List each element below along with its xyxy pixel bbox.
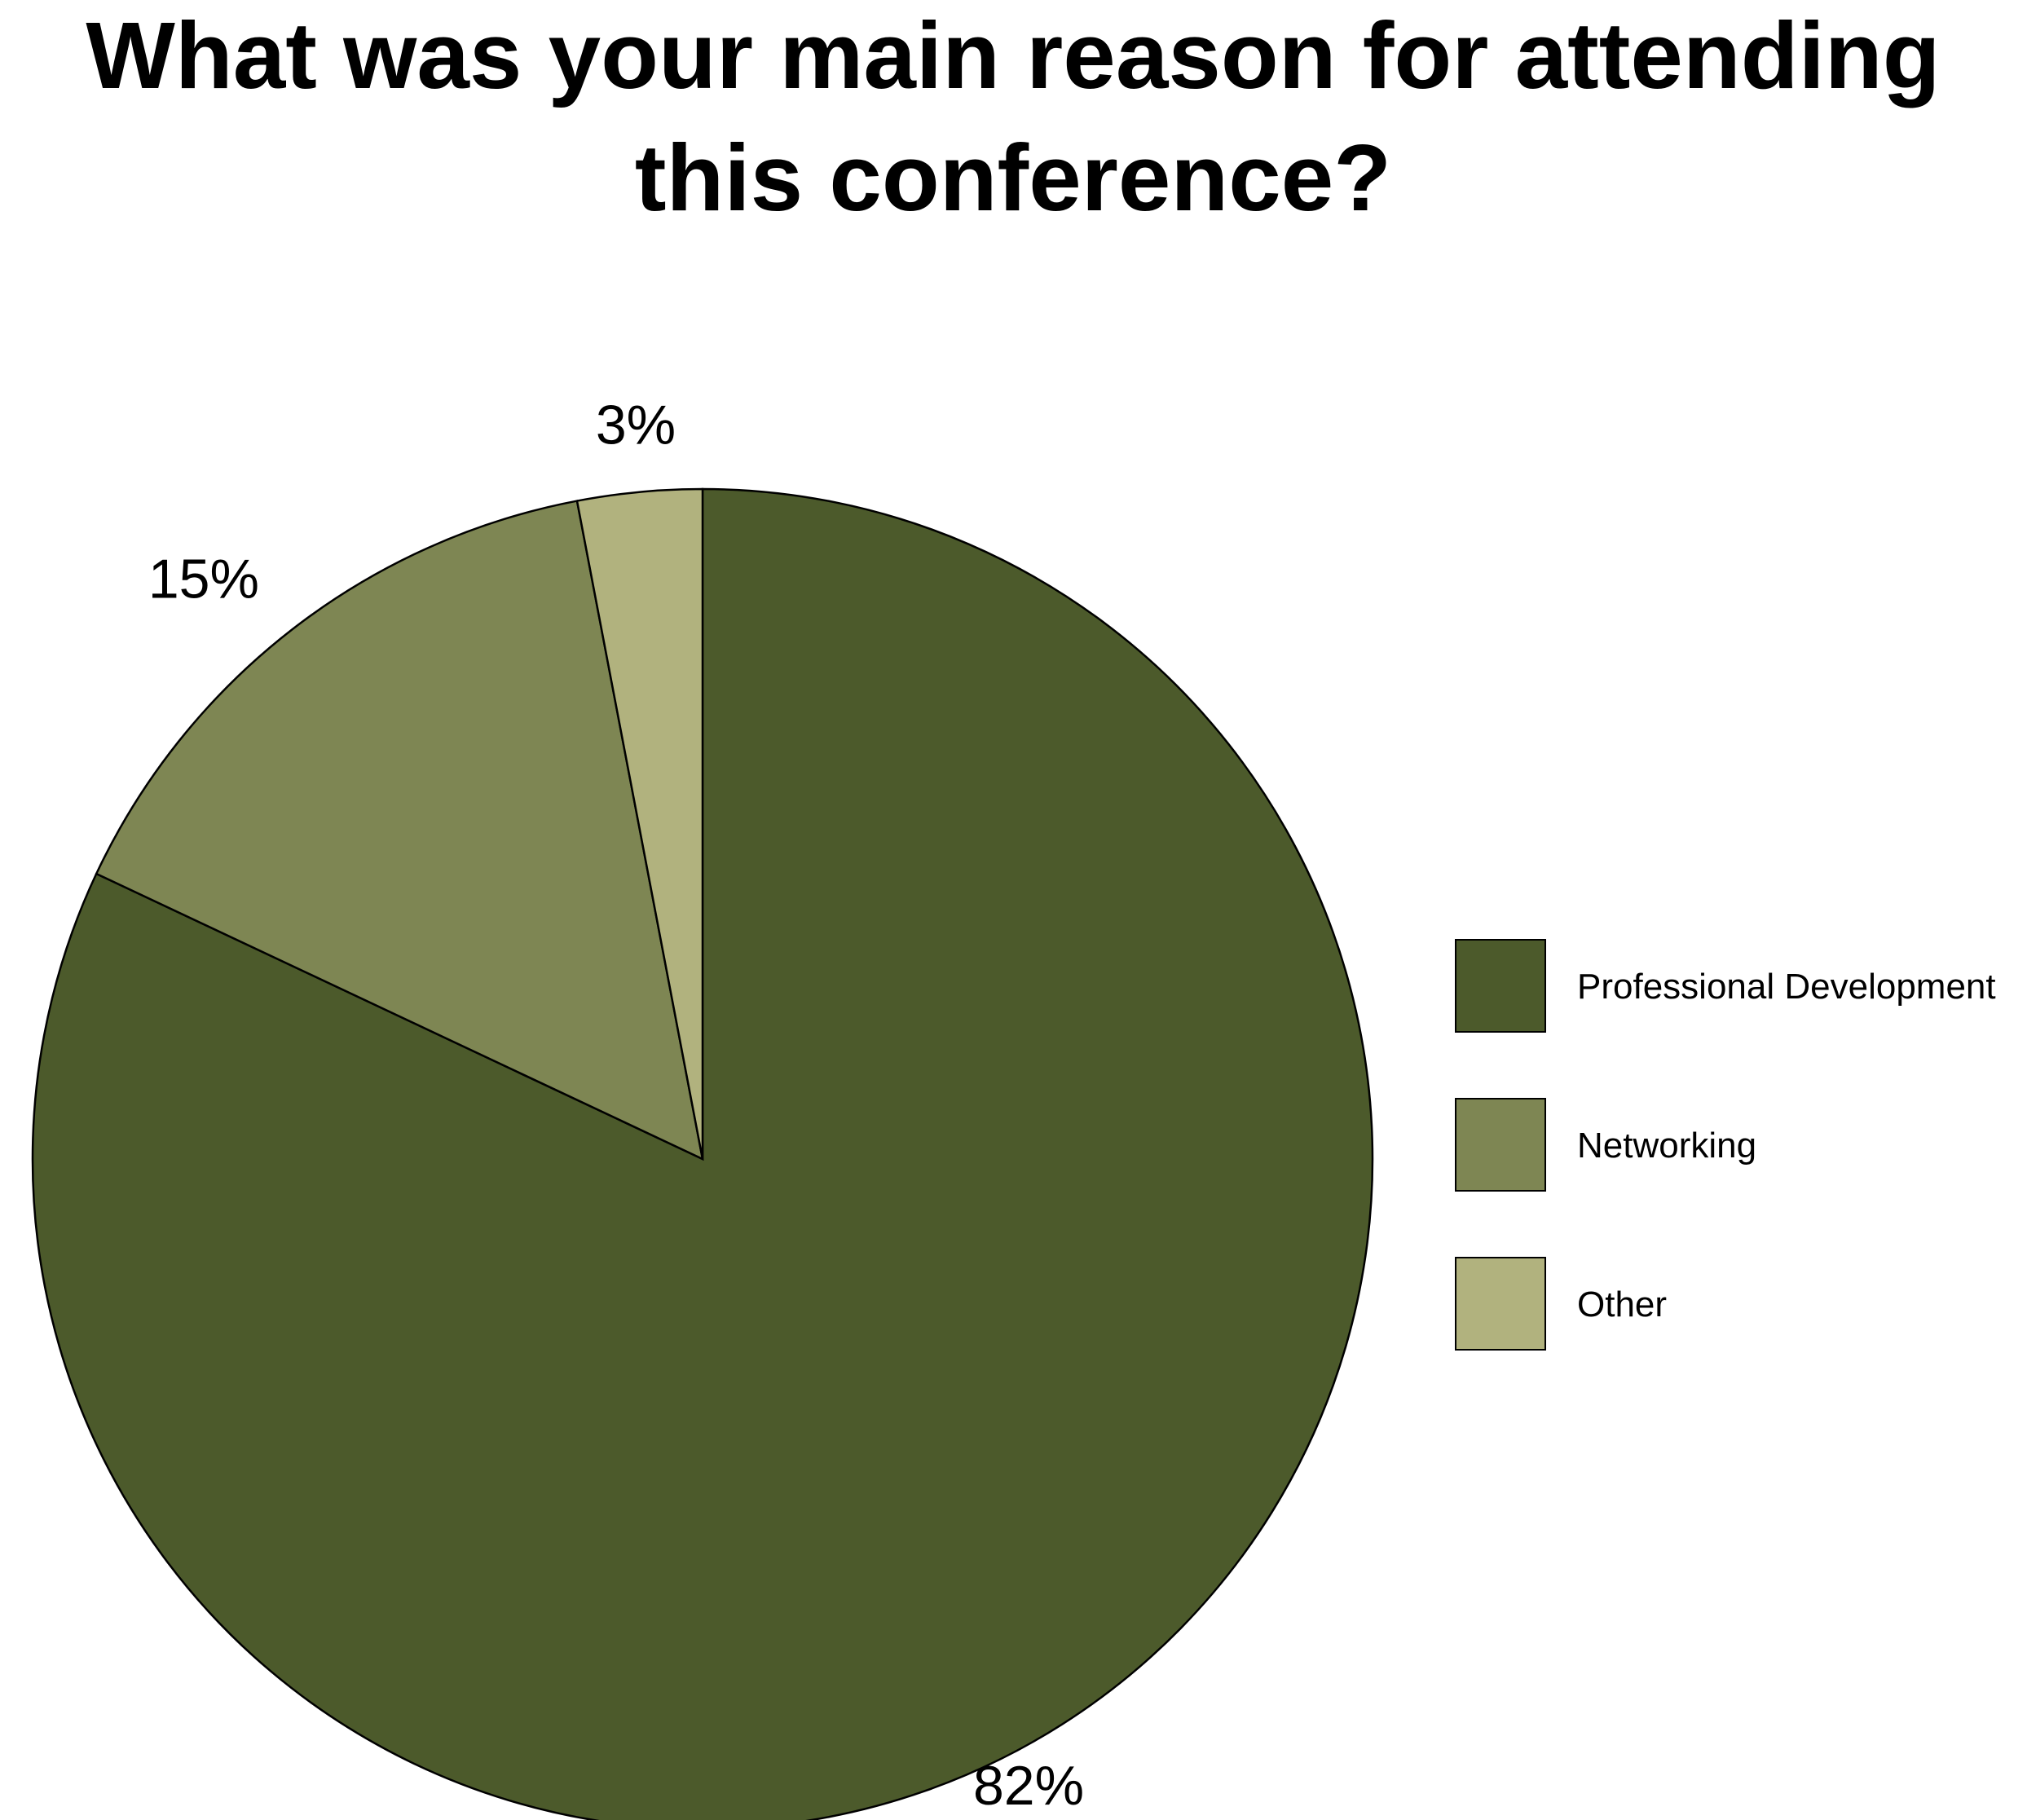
pie-slice-professional-development xyxy=(31,487,1374,1820)
legend-swatch-other xyxy=(1455,1257,1546,1351)
pie-data-labels: 82% 15% 3% xyxy=(148,394,1084,1817)
legend-swatch-professional-development xyxy=(1455,939,1546,1033)
legend: Professional Development Networking Other xyxy=(1455,939,1996,1351)
chart-title-line-2: this conference? xyxy=(635,125,1391,231)
legend-label-professional-development: Professional Development xyxy=(1577,967,1996,1007)
data-label-networking: 15% xyxy=(148,549,259,610)
legend-swatch-networking xyxy=(1455,1098,1546,1192)
pie-slice-other xyxy=(575,487,704,1160)
data-label-professional-development: 82% xyxy=(973,1755,1084,1817)
pie-slices xyxy=(31,487,1374,1820)
pie-slice-networking xyxy=(95,500,704,1161)
data-label-other: 3% xyxy=(596,394,676,456)
legend-label-networking: Networking xyxy=(1577,1126,1756,1166)
chart-title-line-1: What was your main reason for attending xyxy=(86,2,1940,108)
legend-label-other: Other xyxy=(1577,1285,1667,1324)
